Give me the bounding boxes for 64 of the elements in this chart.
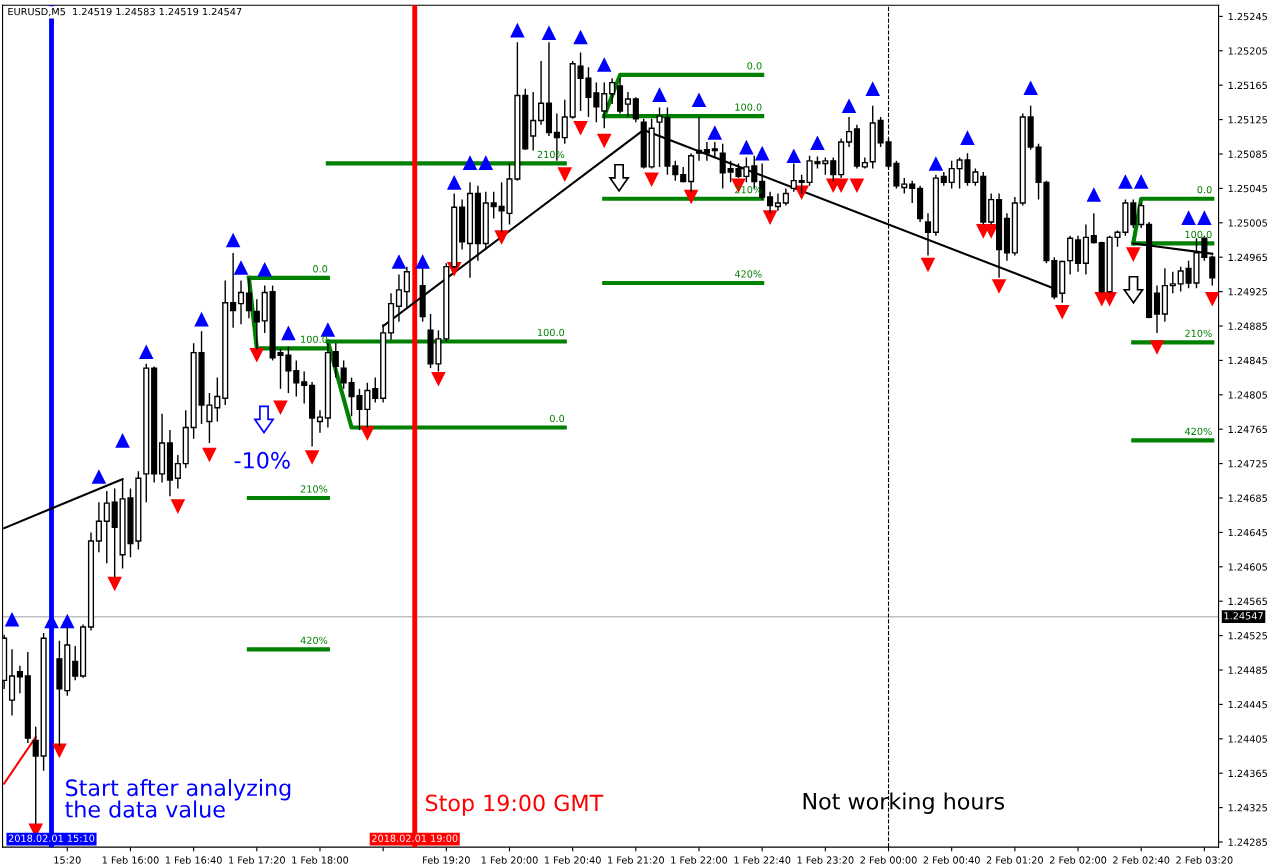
annotation: 420%	[734, 270, 762, 278]
x-tick-label: 1 Feb 23:20	[797, 856, 854, 864]
y-tick-label: 1.25045	[1228, 184, 1267, 193]
annotation: 100.0	[1185, 230, 1212, 239]
annotation: Stop 19:00 GMT	[425, 794, 604, 816]
y-tick-label: 1.24965	[1228, 253, 1267, 262]
y-tick-label: 1.24485	[1228, 666, 1267, 674]
y-tick-label: 1.24725	[1228, 460, 1267, 468]
x-tick-label: 1 Feb 22:40	[734, 856, 791, 864]
x-tick-label: 1 Feb 18:00	[292, 856, 349, 864]
annotation: Start after analyzing the data value	[65, 778, 291, 818]
y-tick-label: 1.25205	[1228, 47, 1267, 55]
y-tick-label: 1.25245	[1228, 12, 1267, 21]
y-tick-label: 1.24605	[1228, 563, 1267, 571]
annotation: 420%	[1184, 427, 1212, 436]
ref-line-label: 2018.02.01 15:10	[8, 834, 95, 842]
x-tick-label: Feb 19:20	[423, 856, 470, 864]
y-tick-label: 1.24405	[1228, 735, 1267, 743]
x-tick-label: 1 Feb 16:00	[102, 856, 159, 864]
y-tick-label: 1.24445	[1228, 700, 1267, 709]
x-tick-label: 1 Feb 17:20	[229, 856, 285, 864]
y-tick-label: 1.25005	[1228, 219, 1267, 227]
x-tick-label: 15:20	[54, 856, 81, 864]
y-tick-label: 1.24925	[1228, 288, 1267, 296]
x-tick-label: 2 Feb 02:00	[1049, 856, 1107, 864]
x-tick-label: 1 Feb 20:40	[544, 856, 601, 864]
annotation: 210%	[300, 485, 328, 493]
y-tick-label: 1.25165	[1228, 81, 1267, 90]
y-tick-label: 1.24365	[1228, 769, 1267, 778]
x-tick-label: 1 Feb 16:40	[165, 856, 222, 864]
x-tick-label: 1 Feb 22:00	[671, 856, 728, 864]
y-tick-label: 1.24845	[1228, 356, 1267, 365]
x-tick-label: 2 Feb 01:20	[986, 856, 1044, 864]
annotation: 100.0	[301, 335, 328, 343]
y-tick-label: 1.24885	[1228, 322, 1267, 330]
ref-line-label: 1.24547	[1224, 612, 1263, 620]
annotation: 210%	[1185, 329, 1212, 337]
chart-title: EURUSD,M5 1.24519 1.24583 1.24519 1.24547	[8, 7, 242, 17]
y-tick-label: 1.24685	[1228, 494, 1267, 502]
y-tick-label: 1.24805	[1228, 391, 1267, 399]
x-tick-label: 2 Feb 03:20	[1176, 856, 1233, 864]
x-tick-label: 2 Feb 00:40	[923, 856, 980, 864]
x-tick-label: 1 Feb 21:20	[608, 856, 664, 864]
annotation: 100.0	[735, 103, 762, 111]
annotation: 0.0	[313, 265, 328, 273]
y-tick-label: 1.24645	[1228, 528, 1267, 537]
annotation: 0.0	[1197, 186, 1212, 194]
y-tick-label: 1.24325	[1228, 804, 1267, 812]
x-tick-label: 1 Feb 20:00	[481, 856, 538, 864]
annotation: 420%	[300, 636, 328, 645]
annotation: -10%	[234, 451, 290, 469]
annotation: Not working hours	[803, 792, 1005, 814]
y-tick-label: 1.24565	[1228, 597, 1267, 606]
y-tick-label: 1.25085	[1228, 150, 1267, 158]
annotation: 0.0	[747, 62, 762, 70]
y-tick-label: 1.24285	[1228, 838, 1267, 846]
x-tick-label: 2 Feb 00:00	[860, 856, 917, 864]
x-tick-label: 2 Feb 02:40	[1113, 856, 1170, 864]
y-tick-label: 1.25125	[1228, 116, 1267, 124]
ref-line-label: 2018.02.01 19:00	[372, 834, 458, 842]
y-tick-label: 1.24525	[1228, 632, 1267, 640]
y-tick-label: 1.24765	[1228, 425, 1267, 434]
annotation: 100.0	[538, 328, 565, 337]
annotation: 0.0	[549, 414, 565, 423]
